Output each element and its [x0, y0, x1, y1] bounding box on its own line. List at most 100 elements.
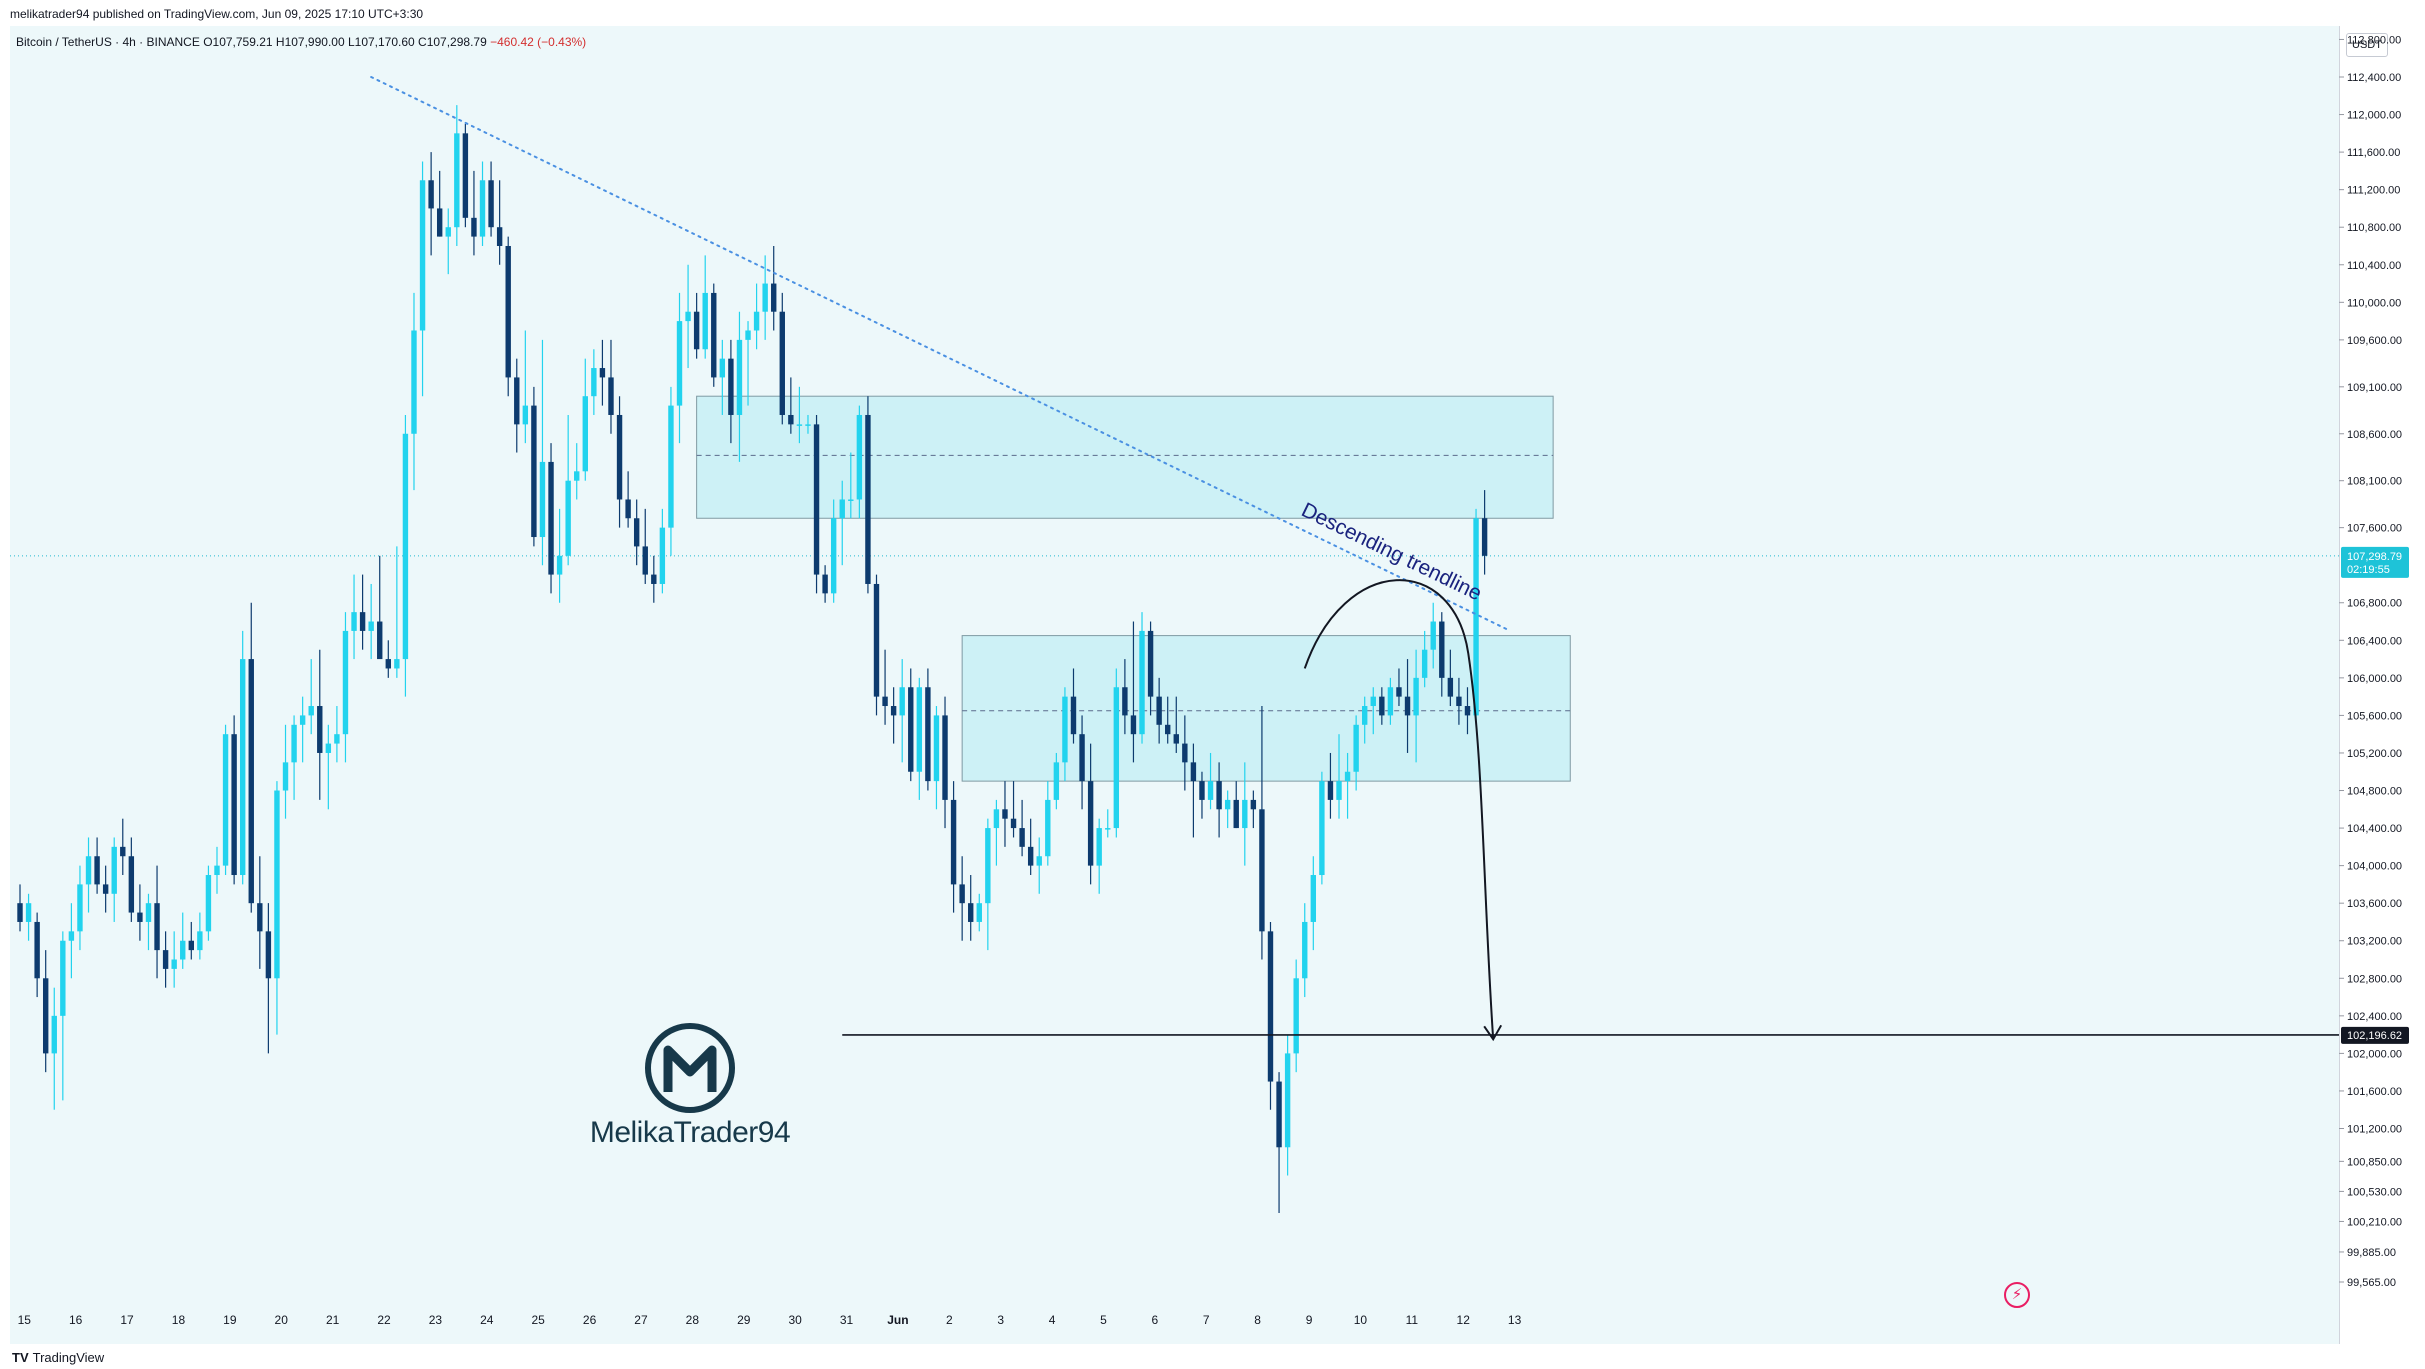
candle-body[interactable] — [1242, 799, 1248, 829]
candle-body[interactable] — [976, 903, 982, 922]
candle-body[interactable] — [291, 724, 297, 763]
candle-body[interactable] — [282, 762, 289, 791]
candle-body[interactable] — [899, 687, 905, 716]
candle-body[interactable] — [419, 180, 426, 331]
candle-body[interactable] — [231, 734, 237, 876]
candle-body[interactable] — [1156, 696, 1162, 725]
candle-body[interactable] — [514, 377, 520, 425]
candle-body[interactable] — [582, 396, 588, 472]
candle-body[interactable] — [1404, 696, 1411, 716]
candle-body[interactable] — [745, 330, 751, 340]
candle-body[interactable] — [128, 856, 135, 913]
candle-body[interactable] — [1224, 799, 1231, 810]
candle-body[interactable] — [1276, 1081, 1282, 1148]
candle-body[interactable] — [1190, 762, 1197, 782]
candle-body[interactable] — [445, 227, 451, 237]
candle-body[interactable] — [274, 790, 280, 979]
symbol-title[interactable]: Bitcoin / TetherUS · 4h · BINANCE — [16, 35, 200, 49]
candle-body[interactable] — [342, 630, 349, 735]
candle-body[interactable] — [34, 921, 40, 979]
candle-body[interactable] — [1250, 799, 1257, 810]
candle-body[interactable] — [1010, 818, 1017, 829]
candle-body[interactable] — [925, 687, 931, 782]
candle-body[interactable] — [882, 696, 888, 707]
candle-body[interactable] — [188, 940, 194, 951]
candle-body[interactable] — [25, 903, 32, 922]
candle-body[interactable] — [214, 865, 220, 876]
candle-body[interactable] — [1344, 771, 1351, 782]
tradingview-logo[interactable]: TV TradingView — [12, 1350, 104, 1365]
candle-body[interactable] — [805, 424, 811, 426]
candle-body[interactable] — [299, 715, 306, 725]
candle-body[interactable] — [94, 856, 100, 885]
candle-body[interactable] — [822, 574, 828, 594]
candle-body[interactable] — [1105, 828, 1111, 830]
candle-body[interactable] — [1362, 706, 1368, 725]
candle-body[interactable] — [873, 583, 880, 697]
candle-body[interactable] — [154, 903, 160, 951]
candle-body[interactable] — [180, 940, 186, 960]
candle-body[interactable] — [753, 311, 760, 331]
candle-body[interactable] — [1327, 781, 1334, 800]
price-axis[interactable] — [2339, 26, 2425, 1344]
candle-body[interactable] — [1439, 621, 1445, 678]
candle-body[interactable] — [137, 912, 143, 922]
candle-body[interactable] — [1173, 734, 1179, 744]
candle-body[interactable] — [1267, 931, 1274, 1082]
candle-body[interactable] — [1396, 687, 1402, 697]
candle-body[interactable] — [351, 612, 357, 631]
candle-body[interactable] — [908, 687, 914, 772]
candle-body[interactable] — [1447, 677, 1454, 697]
candle-body[interactable] — [1473, 518, 1479, 716]
candle-body[interactable] — [265, 931, 272, 979]
lightning-icon[interactable]: ⚡ — [2004, 1282, 2030, 1308]
candle-body[interactable] — [1310, 875, 1317, 922]
candle-body[interactable] — [736, 339, 743, 415]
candle-body[interactable] — [120, 846, 126, 857]
candle-body[interactable] — [993, 809, 1000, 829]
candle-body[interactable] — [608, 377, 614, 415]
currency-button[interactable]: USDT — [2346, 33, 2388, 57]
candle-body[interactable] — [813, 424, 820, 575]
candle-body[interactable] — [865, 414, 871, 584]
candle-body[interactable] — [890, 706, 897, 716]
candle-body[interactable] — [856, 414, 863, 500]
candle-body[interactable] — [591, 368, 597, 397]
candle-body[interactable] — [462, 133, 469, 218]
candle-body[interactable] — [1336, 781, 1342, 800]
candle-body[interactable] — [625, 499, 631, 519]
candle-body[interactable] — [60, 940, 66, 1016]
candle-body[interactable] — [1113, 687, 1120, 829]
candle-body[interactable] — [85, 856, 92, 885]
candle-body[interactable] — [1233, 799, 1239, 829]
candle-body[interactable] — [1413, 677, 1419, 716]
candle-body[interactable] — [1421, 649, 1428, 678]
candle-body[interactable] — [1379, 696, 1385, 716]
candle-body[interactable] — [411, 330, 417, 434]
candle-body[interactable] — [51, 1015, 57, 1054]
candle-body[interactable] — [651, 574, 657, 584]
candle-body[interactable] — [145, 903, 152, 922]
candle-body[interactable] — [496, 227, 503, 246]
candle-body[interactable] — [685, 311, 691, 322]
current-price-badge[interactable] — [2341, 546, 2409, 578]
candle-body[interactable] — [693, 311, 700, 350]
candle-body[interactable] — [942, 715, 948, 800]
candle-body[interactable] — [505, 245, 511, 378]
candle-body[interactable] — [968, 903, 974, 922]
candle-body[interactable] — [565, 480, 571, 556]
candle-body[interactable] — [377, 621, 383, 660]
candle-body[interactable] — [779, 311, 785, 415]
candle-body[interactable] — [548, 461, 554, 575]
candle-body[interactable] — [1319, 781, 1325, 876]
candle-body[interactable] — [1259, 809, 1265, 932]
candle-body[interactable] — [1207, 781, 1214, 800]
candle-body[interactable] — [1079, 734, 1085, 782]
candle-body[interactable] — [642, 546, 648, 575]
candle-body[interactable] — [1087, 781, 1094, 866]
candle-body[interactable] — [916, 687, 923, 772]
candle-body[interactable] — [985, 828, 991, 904]
candle-body[interactable] — [1370, 696, 1376, 707]
candle-body[interactable] — [1130, 715, 1137, 735]
